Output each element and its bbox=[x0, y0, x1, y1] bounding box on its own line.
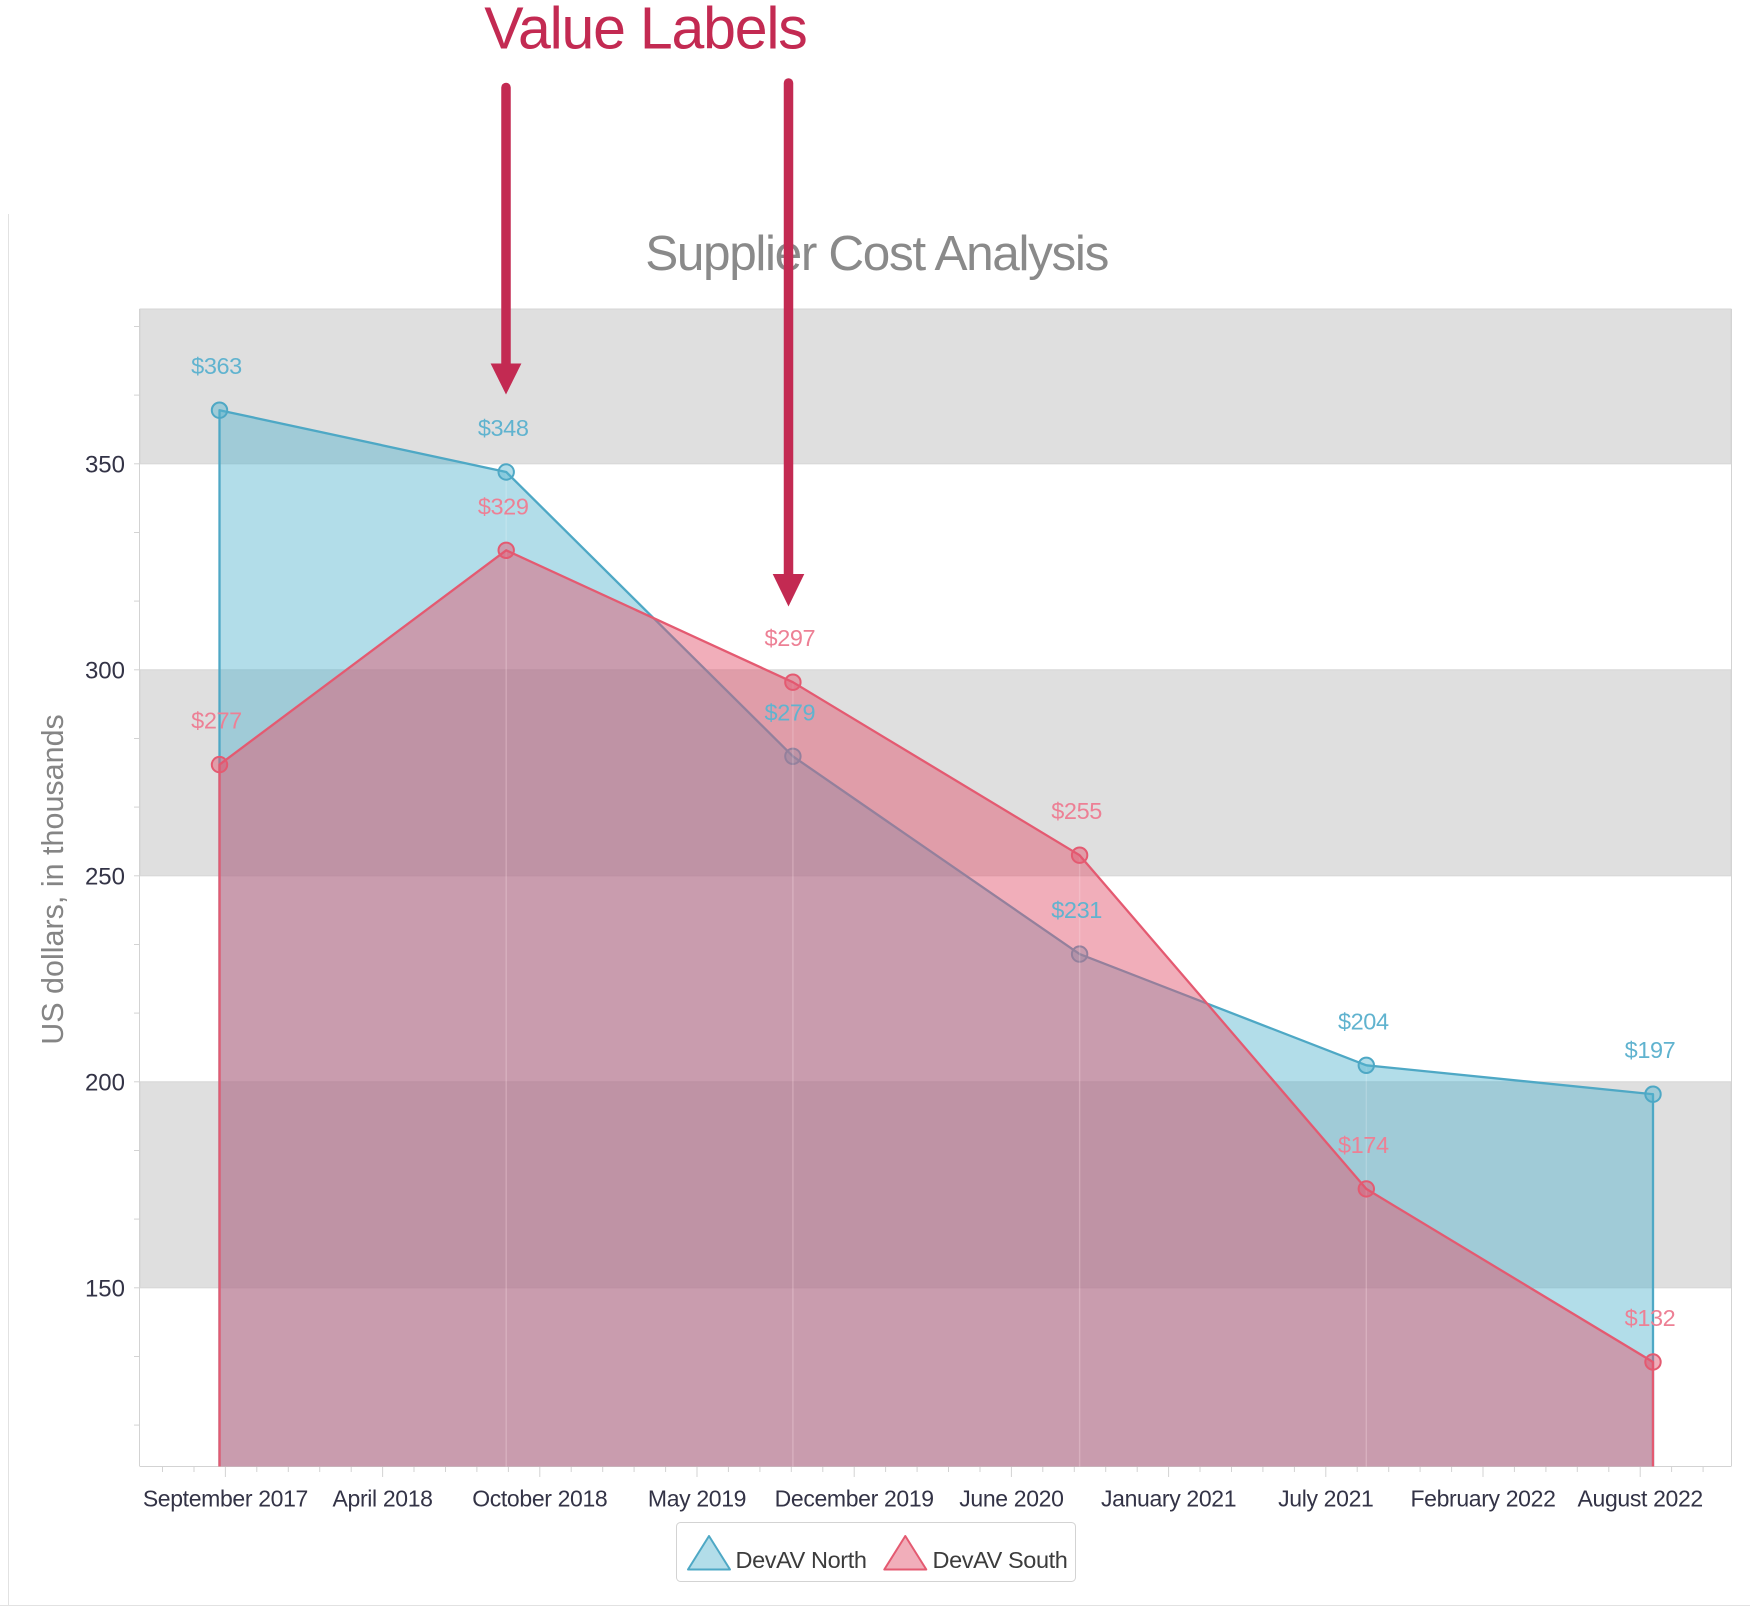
svg-text:350: 350 bbox=[85, 451, 125, 478]
svg-text:July 2021: July 2021 bbox=[1278, 1486, 1373, 1512]
svg-text:$197: $197 bbox=[1625, 1037, 1676, 1063]
svg-text:$277: $277 bbox=[191, 708, 242, 734]
svg-text:$231: $231 bbox=[1051, 897, 1102, 923]
svg-text:August 2022: August 2022 bbox=[1578, 1486, 1703, 1512]
svg-text:$204: $204 bbox=[1338, 1008, 1389, 1034]
svg-text:October 2018: October 2018 bbox=[472, 1486, 607, 1512]
svg-text:Supplier Cost Analysis: Supplier Cost Analysis bbox=[645, 226, 1108, 281]
svg-text:December 2019: December 2019 bbox=[775, 1486, 934, 1512]
svg-text:300: 300 bbox=[85, 657, 125, 684]
svg-text:200: 200 bbox=[85, 1069, 125, 1096]
svg-text:$255: $255 bbox=[1051, 798, 1102, 824]
svg-text:$132: $132 bbox=[1625, 1305, 1676, 1331]
svg-text:May 2019: May 2019 bbox=[648, 1486, 746, 1512]
svg-text:February 2022: February 2022 bbox=[1410, 1486, 1555, 1512]
svg-text:$174: $174 bbox=[1338, 1132, 1389, 1158]
svg-text:$279: $279 bbox=[765, 699, 816, 725]
svg-text:250: 250 bbox=[85, 863, 125, 890]
svg-text:$297: $297 bbox=[765, 625, 816, 651]
svg-text:$329: $329 bbox=[478, 493, 529, 519]
svg-text:$363: $363 bbox=[191, 353, 242, 379]
svg-text:January 2021: January 2021 bbox=[1101, 1486, 1236, 1512]
svg-text:US dollars, in thousands: US dollars, in thousands bbox=[36, 714, 70, 1045]
svg-text:June 2020: June 2020 bbox=[959, 1486, 1063, 1512]
svg-text:DevAV South: DevAV South bbox=[933, 1547, 1068, 1573]
svg-text:Value Labels: Value Labels bbox=[484, 0, 806, 62]
svg-text:$348: $348 bbox=[478, 415, 529, 441]
svg-text:April 2018: April 2018 bbox=[333, 1486, 433, 1512]
svg-text:September 2017: September 2017 bbox=[143, 1486, 308, 1512]
svg-text:150: 150 bbox=[85, 1275, 125, 1302]
svg-text:DevAV North: DevAV North bbox=[736, 1547, 867, 1573]
